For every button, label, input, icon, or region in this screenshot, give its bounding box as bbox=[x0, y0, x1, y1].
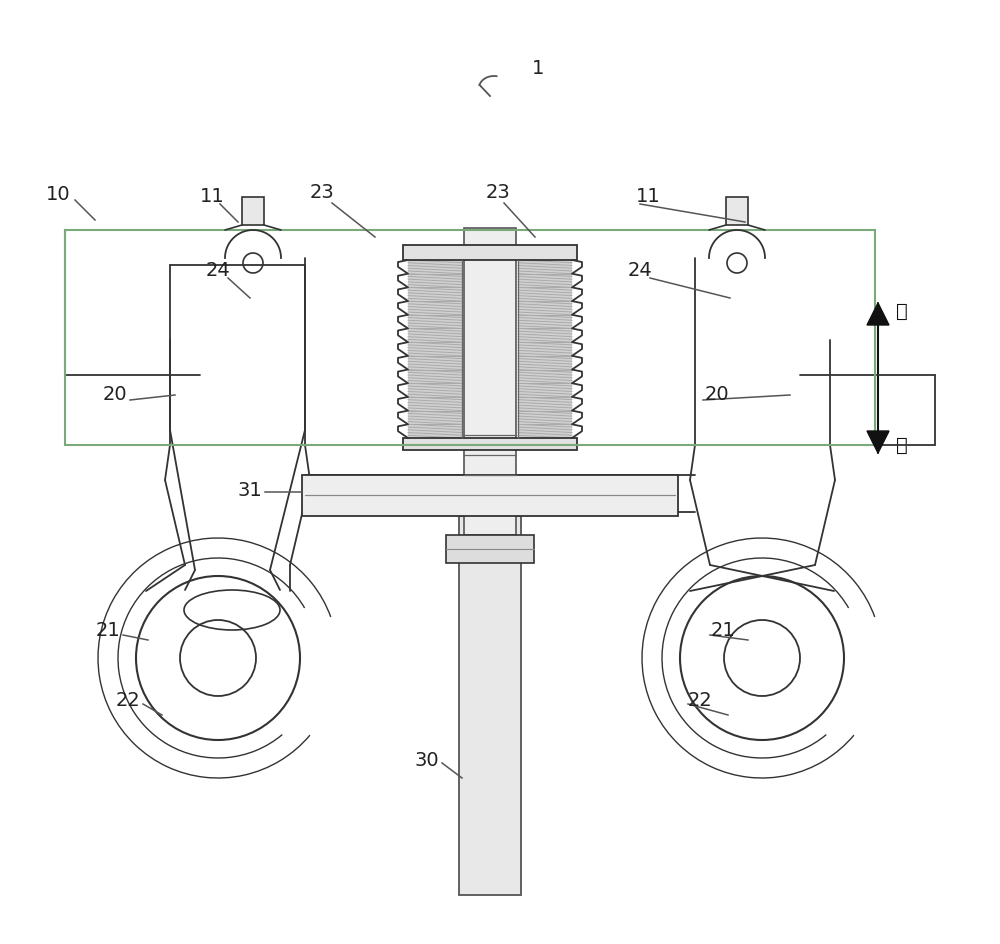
Text: 30: 30 bbox=[415, 750, 439, 769]
Text: 1: 1 bbox=[532, 59, 544, 77]
Polygon shape bbox=[408, 314, 462, 329]
Polygon shape bbox=[518, 329, 572, 342]
Polygon shape bbox=[518, 301, 572, 314]
Text: 24: 24 bbox=[206, 261, 230, 279]
Polygon shape bbox=[518, 383, 572, 396]
Polygon shape bbox=[408, 301, 462, 314]
Polygon shape bbox=[408, 287, 462, 301]
Text: 21: 21 bbox=[711, 620, 735, 639]
Text: 下: 下 bbox=[896, 435, 908, 454]
Bar bbox=[242, 197, 264, 225]
Bar bbox=[403, 245, 577, 260]
Bar bbox=[446, 535, 534, 563]
Bar bbox=[65, 230, 875, 445]
Text: 31: 31 bbox=[238, 480, 262, 499]
Polygon shape bbox=[518, 342, 572, 356]
Text: 10: 10 bbox=[46, 186, 70, 205]
Text: 23: 23 bbox=[486, 183, 510, 203]
Text: 11: 11 bbox=[636, 187, 660, 206]
Polygon shape bbox=[408, 369, 462, 383]
Bar bbox=[459, 516, 521, 895]
Polygon shape bbox=[518, 396, 572, 411]
Polygon shape bbox=[518, 369, 572, 383]
Text: 23: 23 bbox=[310, 183, 334, 203]
Text: 24: 24 bbox=[628, 261, 652, 279]
Polygon shape bbox=[408, 260, 462, 274]
Polygon shape bbox=[518, 314, 572, 329]
Polygon shape bbox=[408, 342, 462, 356]
Polygon shape bbox=[518, 411, 572, 424]
Polygon shape bbox=[518, 260, 572, 274]
Polygon shape bbox=[518, 274, 572, 287]
Text: 20: 20 bbox=[103, 385, 127, 404]
Polygon shape bbox=[408, 411, 462, 424]
Text: 22: 22 bbox=[688, 690, 712, 710]
Text: 20: 20 bbox=[705, 385, 729, 404]
Bar bbox=[302, 475, 678, 516]
Polygon shape bbox=[408, 329, 462, 342]
Polygon shape bbox=[408, 356, 462, 369]
Polygon shape bbox=[518, 356, 572, 369]
Bar bbox=[726, 197, 748, 225]
Polygon shape bbox=[408, 424, 462, 438]
Text: 11: 11 bbox=[200, 187, 224, 206]
Bar bbox=[403, 438, 577, 450]
Polygon shape bbox=[408, 383, 462, 396]
Text: 21: 21 bbox=[96, 620, 120, 639]
Text: 上: 上 bbox=[896, 301, 908, 321]
Polygon shape bbox=[518, 287, 572, 301]
Polygon shape bbox=[408, 274, 462, 287]
Polygon shape bbox=[867, 303, 889, 325]
Bar bbox=[464, 228, 516, 535]
Polygon shape bbox=[408, 396, 462, 411]
Polygon shape bbox=[518, 424, 572, 438]
Text: 22: 22 bbox=[116, 690, 140, 710]
Polygon shape bbox=[867, 431, 889, 453]
